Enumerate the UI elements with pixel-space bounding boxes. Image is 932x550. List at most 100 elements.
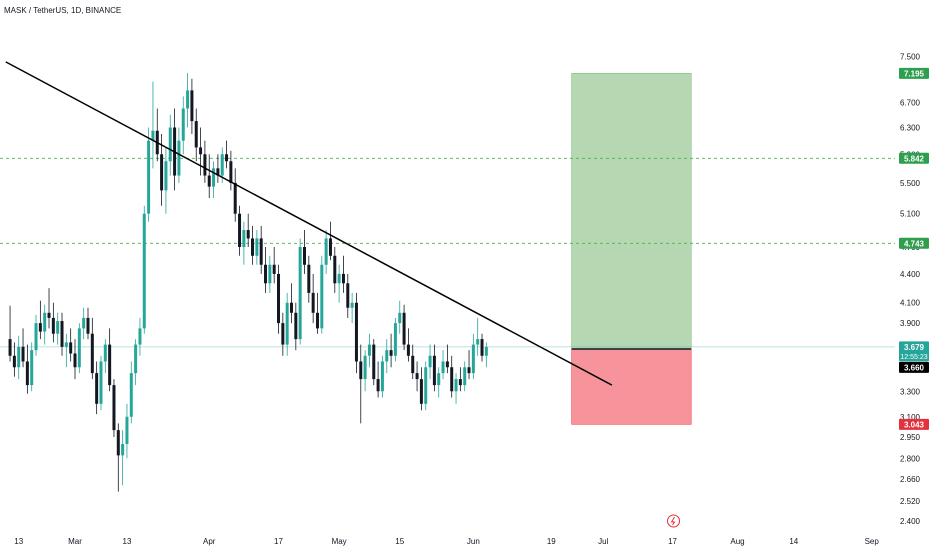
y-tick-label: 2.950 [900, 433, 921, 442]
candle-body [337, 273, 341, 284]
candle-body [164, 161, 168, 191]
candle-body [82, 317, 86, 329]
candle-body [350, 302, 354, 308]
candle-body [302, 247, 306, 265]
candle-body [346, 283, 350, 308]
candle-body [129, 373, 133, 417]
y-tick-label: 3.900 [900, 319, 921, 328]
candle-body [294, 312, 298, 340]
candle-body [445, 361, 449, 368]
candle-body [432, 355, 436, 386]
candle-body [277, 273, 281, 324]
y-tick-label: 3.300 [900, 387, 921, 396]
candle-body [242, 230, 246, 248]
target3-badge-bg [899, 67, 929, 79]
candle-body [199, 147, 203, 155]
candle-body [385, 350, 389, 362]
x-tick-label: Aug [730, 537, 744, 546]
candle-body [398, 312, 402, 324]
candle-body [168, 127, 172, 162]
y-tick-label: 3.100 [900, 413, 921, 422]
candle-body [367, 344, 371, 356]
candle-body [389, 350, 393, 356]
candle-body [324, 238, 328, 265]
candle-body [138, 328, 142, 345]
stop-badge-bg [899, 418, 929, 430]
candle-body [177, 140, 181, 176]
candle-body [428, 355, 432, 368]
x-tick-label: Mar [68, 537, 82, 546]
candle-body [246, 230, 250, 239]
x-tick-label: 15 [395, 537, 404, 546]
countdown-label: 12:55:23 [900, 354, 927, 361]
candle-body [216, 168, 220, 176]
candle-body [207, 175, 211, 187]
candle-body [406, 344, 410, 356]
target2-badge: 5.842 [904, 154, 925, 163]
candle-body [181, 108, 185, 141]
candle-body [341, 273, 345, 284]
candle-body [281, 323, 285, 345]
candle-body [320, 264, 324, 329]
candle-body [212, 168, 216, 187]
candle-body [95, 373, 99, 404]
candle-body [380, 361, 384, 392]
y-tick-label: 6.700 [900, 98, 921, 107]
replay-icon-bolt [670, 516, 676, 526]
candle-body [225, 154, 229, 162]
entry-badge-bg [899, 361, 929, 373]
candle-body [359, 361, 363, 380]
candle-body [160, 154, 164, 191]
candle-body [238, 213, 242, 248]
candle-body [99, 361, 103, 404]
candle-body [419, 379, 423, 404]
candle-body [354, 302, 358, 362]
candle-body [21, 346, 25, 362]
x-tick-label: Sep [865, 537, 880, 546]
candle-body [38, 323, 42, 332]
candle-body [411, 355, 415, 374]
candle-body [476, 339, 480, 345]
candle-body [311, 292, 315, 313]
candle-body [424, 367, 428, 404]
y-tick-label: 4.400 [900, 270, 921, 279]
candle-body [480, 339, 484, 356]
x-tick-label: 14 [789, 537, 798, 546]
target1-badge: 4.743 [904, 239, 925, 248]
candle-body [51, 317, 55, 334]
candle-body [229, 161, 233, 183]
candle-body [415, 373, 419, 380]
candle-body [463, 367, 467, 386]
price-axis[interactable]: 7.5006.7006.3005.9005.5005.1004.7004.400… [900, 52, 921, 526]
candle-body [34, 323, 38, 351]
candle-body [441, 361, 445, 374]
candle-body [194, 121, 198, 148]
candle-body [30, 350, 34, 386]
candle-body [484, 346, 488, 356]
y-tick-label: 7.500 [900, 52, 921, 61]
trendline-group[interactable] [5, 61, 613, 386]
candle-body [112, 385, 116, 431]
profit-zone [571, 73, 692, 350]
candle-body [64, 342, 68, 347]
candle-body [203, 154, 207, 176]
target2-badge-bg [899, 152, 929, 164]
candle-body [471, 344, 475, 374]
time-axis[interactable]: 13Mar13Apr17May15Jun19Jul17Aug14Sep18Oct [14, 537, 932, 546]
replay-icon[interactable] [667, 514, 681, 528]
candle-body [264, 264, 268, 284]
stop-badge: 3.043 [904, 420, 925, 429]
candle-body [467, 367, 471, 374]
trendline [5, 61, 613, 386]
candle-body [268, 264, 272, 284]
candle-body [272, 264, 276, 274]
candle-body [43, 312, 47, 332]
candle-body [190, 90, 194, 122]
x-tick-label: 17 [274, 537, 283, 546]
candle-body [17, 346, 21, 368]
candle-body [108, 344, 112, 386]
candle-body [86, 317, 90, 334]
candle-body [151, 130, 155, 141]
candle-body [73, 353, 77, 368]
